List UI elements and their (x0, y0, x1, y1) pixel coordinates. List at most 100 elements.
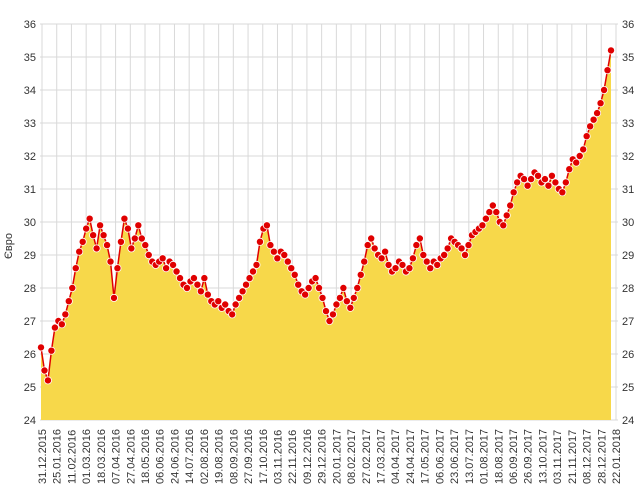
data-point (398, 260, 407, 269)
data-point (82, 224, 91, 233)
x-tick-label: 23.06.2017 (449, 429, 461, 484)
data-point (221, 300, 230, 309)
y-tick-label-left: 25 (24, 382, 36, 394)
data-point (245, 274, 254, 283)
data-point (189, 274, 198, 283)
price-series-points (37, 46, 616, 385)
data-point (169, 260, 178, 269)
data-point (37, 343, 46, 352)
data-point (242, 280, 251, 289)
y-tick-label-right: 36 (622, 19, 634, 31)
data-point (127, 244, 136, 253)
x-tick-label: 03.11.2016 (272, 430, 284, 484)
y-tick-label-left: 32 (24, 151, 36, 163)
data-point (68, 283, 77, 292)
data-point (457, 244, 466, 253)
data-point (565, 165, 574, 174)
data-point (582, 132, 591, 141)
y-tick-label-left: 33 (24, 118, 36, 130)
data-point (106, 257, 115, 266)
data-point (586, 122, 595, 131)
y-tick-label-right: 28 (622, 283, 634, 295)
data-point (280, 250, 289, 259)
data-point (342, 297, 351, 306)
data-point (363, 241, 372, 250)
y-tick-label-left: 27 (24, 316, 36, 328)
x-tick-label: 18.03.2016 (96, 429, 108, 484)
x-tick-label: 08.09.2016 (228, 429, 240, 484)
data-point (269, 247, 278, 256)
data-point (266, 241, 275, 250)
data-point (123, 224, 132, 233)
x-tick-label: 04.04.2017 (390, 429, 402, 484)
data-point (113, 264, 122, 273)
data-point (408, 254, 417, 263)
x-tick-label: 02.08.2016 (199, 429, 211, 484)
data-point (534, 171, 543, 180)
data-point (339, 283, 348, 292)
data-point (61, 310, 70, 319)
y-tick-label-right: 29 (622, 250, 634, 262)
data-point (464, 241, 473, 250)
data-point (523, 181, 532, 190)
data-point (488, 201, 497, 210)
data-point (551, 178, 560, 187)
data-point (381, 247, 390, 256)
x-axis-ticks: 31.12.2015 25.01.2016 11.02.2016 01.03.2016… (37, 429, 623, 484)
x-tick-label: 22.11.2016 (287, 430, 299, 484)
data-point (579, 145, 588, 154)
data-point (64, 297, 73, 306)
data-point (509, 188, 518, 197)
x-tick-label: 22.01.2018 (611, 429, 623, 484)
x-tick-label: 18.08.2017 (493, 429, 505, 484)
data-point (506, 201, 515, 210)
x-tick-label: 01.08.2017 (479, 429, 491, 484)
x-tick-label: 19.08.2016 (214, 429, 226, 484)
data-point (478, 221, 487, 230)
x-tick-label: 08.12.2017 (582, 429, 594, 484)
data-point (134, 221, 143, 230)
data-point (75, 247, 84, 256)
data-point (572, 158, 581, 167)
x-tick-label: 06.06.2016 (155, 429, 167, 484)
x-tick-label: 08.02.2017 (346, 429, 358, 484)
data-point (47, 346, 56, 355)
data-point (301, 290, 310, 299)
x-tick-label: 11.02.2016 (66, 430, 78, 484)
x-tick-label: 29.12.2016 (317, 429, 329, 484)
data-point (384, 260, 393, 269)
data-point (346, 303, 355, 312)
data-point (440, 250, 449, 259)
y-tick-label-left: 36 (24, 19, 36, 31)
x-tick-label: 01.03.2016 (81, 429, 93, 484)
x-tick-label: 24.04.2017 (405, 429, 417, 484)
data-point (200, 274, 209, 283)
x-tick-label: 17.10.2016 (258, 429, 270, 484)
data-point (422, 257, 431, 266)
data-point (99, 231, 108, 240)
x-tick-label: 17.05.2017 (420, 429, 432, 484)
data-point (130, 234, 139, 243)
data-point (332, 300, 341, 309)
data-point (349, 293, 358, 302)
y-axis-label: Євро (3, 233, 15, 259)
y-tick-label-left: 35 (24, 52, 36, 64)
data-point (353, 283, 362, 292)
data-point (561, 178, 570, 187)
y-axis-left-ticks: 24 25 26 27 28 29 30 31 32 33 34 35 36 (24, 19, 36, 427)
data-point (262, 221, 271, 230)
data-point (600, 86, 609, 95)
data-point (103, 241, 112, 250)
data-point (356, 270, 365, 279)
data-point (558, 188, 567, 197)
data-point (255, 237, 264, 246)
data-point (499, 221, 508, 230)
data-point (485, 208, 494, 217)
data-point (92, 244, 101, 253)
x-tick-label: 26.09.2017 (523, 429, 535, 484)
data-point (328, 310, 337, 319)
x-tick-label: 31.12.2015 (37, 429, 49, 484)
x-tick-label: 24.06.2016 (169, 429, 181, 484)
x-tick-label: 21.11.2017 (567, 430, 579, 484)
y-tick-label-left: 34 (24, 85, 36, 97)
